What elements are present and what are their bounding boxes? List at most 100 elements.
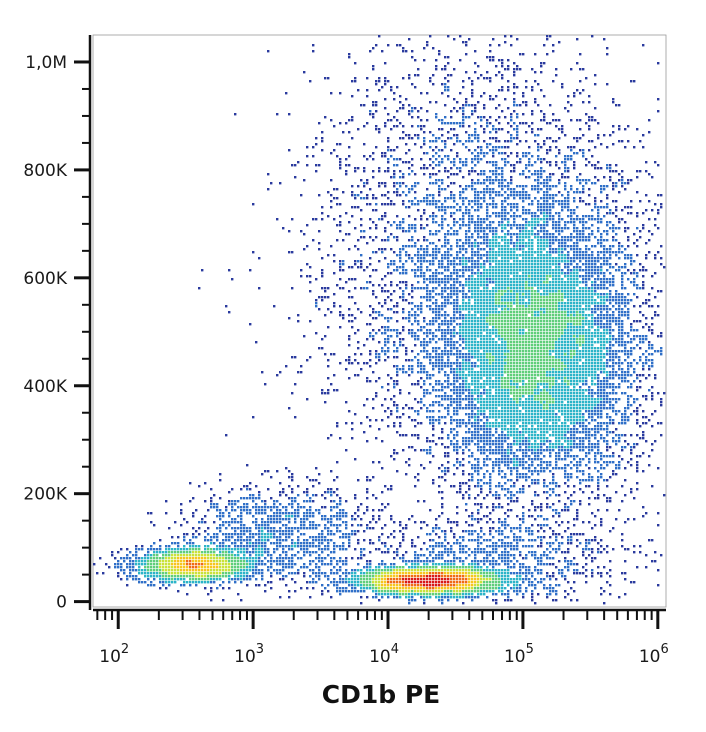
density-cell (162, 557, 165, 560)
density-cell (444, 299, 447, 302)
density-cell (417, 584, 420, 587)
density-cell (225, 539, 228, 542)
density-cell (549, 347, 552, 350)
density-cell (444, 590, 447, 593)
density-cell (606, 323, 609, 326)
density-cell (312, 545, 315, 548)
density-cell (513, 353, 516, 356)
density-cell (564, 260, 567, 263)
density-cell (489, 389, 492, 392)
density-cell (507, 551, 510, 554)
density-cell (501, 530, 504, 533)
density-cell (474, 380, 477, 383)
density-cell (294, 590, 297, 593)
density-cell (159, 548, 162, 551)
density-cell (477, 578, 480, 581)
density-cell (510, 362, 513, 365)
density-cell (510, 368, 513, 371)
density-cell (597, 440, 600, 443)
density-cell (282, 524, 285, 527)
density-cell (552, 326, 555, 329)
density-cell (507, 596, 510, 599)
density-cell (540, 314, 543, 317)
density-cell (204, 536, 207, 539)
density-cell (303, 542, 306, 545)
density-cell (546, 422, 549, 425)
density-cell (501, 485, 504, 488)
density-cell (612, 419, 615, 422)
density-cell (258, 554, 261, 557)
density-cell (486, 287, 489, 290)
density-cell (582, 407, 585, 410)
density-cell (546, 389, 549, 392)
density-cell (483, 563, 486, 566)
density-cell (276, 515, 279, 518)
density-cell (444, 284, 447, 287)
density-cell (375, 593, 378, 596)
density-cell (498, 371, 501, 374)
density-cell (552, 287, 555, 290)
density-cell (579, 344, 582, 347)
density-cell (558, 275, 561, 278)
density-cell (585, 419, 588, 422)
density-cell (561, 323, 564, 326)
density-cell (597, 542, 600, 545)
density-cell (480, 257, 483, 260)
density-cell (471, 596, 474, 599)
density-cell (546, 392, 549, 395)
density-cell (597, 488, 600, 491)
density-cell (405, 560, 408, 563)
density-cell (579, 311, 582, 314)
density-cell (315, 536, 318, 539)
density-cell (240, 578, 243, 581)
density-cell (177, 563, 180, 566)
density-cell (237, 557, 240, 560)
density-cell (501, 557, 504, 560)
density-cell (483, 572, 486, 575)
density-cell (423, 578, 426, 581)
density-cell (252, 572, 255, 575)
density-cell (387, 536, 390, 539)
density-cell (450, 332, 453, 335)
density-cell (522, 320, 525, 323)
density-cell (456, 272, 459, 275)
density-cell (633, 347, 636, 350)
density-cell (435, 545, 438, 548)
density-cell (507, 428, 510, 431)
density-cell (552, 590, 555, 593)
density-cell (630, 350, 633, 353)
density-cell (600, 473, 603, 476)
density-cell (495, 329, 498, 332)
density-cell (339, 509, 342, 512)
density-cell (495, 230, 498, 233)
density-cell (477, 380, 480, 383)
density-cell (510, 554, 513, 557)
density-cell (570, 494, 573, 497)
density-cell (507, 422, 510, 425)
density-cell (270, 560, 273, 563)
density-cell (276, 545, 279, 548)
density-cell (129, 569, 132, 572)
density-cell (549, 383, 552, 386)
density-cell (198, 581, 201, 584)
density-cell (228, 533, 231, 536)
density-cell (123, 560, 126, 563)
density-cell (597, 551, 600, 554)
density-cell (240, 506, 243, 509)
density-cell (336, 560, 339, 563)
density-cell (378, 515, 381, 518)
density-cell (438, 437, 441, 440)
density-cell (429, 572, 432, 575)
density-cell (540, 407, 543, 410)
density-cell (561, 332, 564, 335)
density-cell (465, 335, 468, 338)
density-cell (591, 287, 594, 290)
density-cell (492, 251, 495, 254)
density-cell (330, 560, 333, 563)
density-cell (621, 533, 624, 536)
density-cell (504, 347, 507, 350)
density-cell (603, 590, 606, 593)
density-cell (534, 236, 537, 239)
density-cell (546, 281, 549, 284)
density-cell (534, 374, 537, 377)
